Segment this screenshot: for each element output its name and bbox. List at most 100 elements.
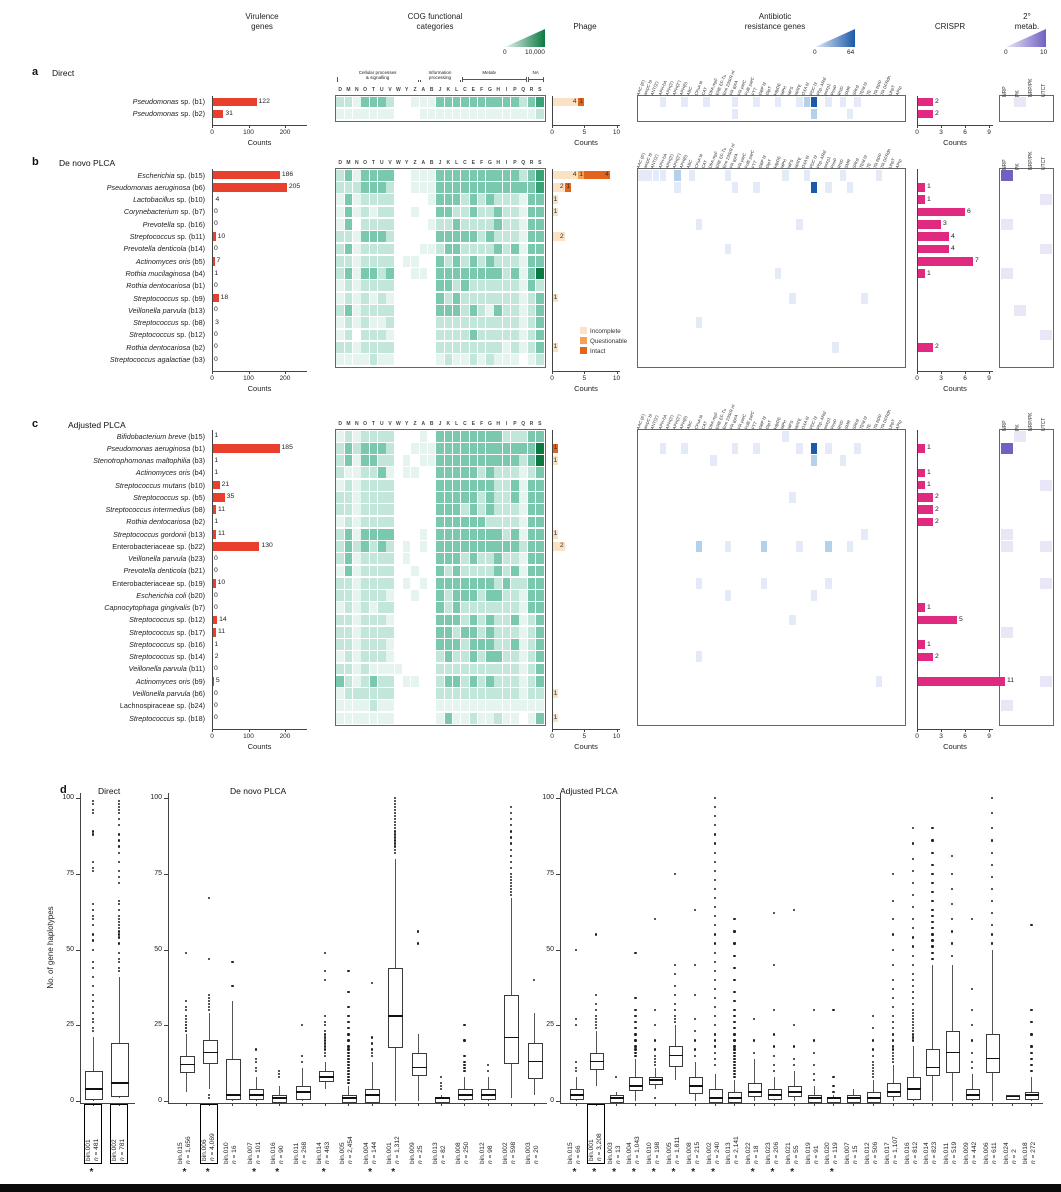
median-line [341, 1097, 357, 1099]
whisker-upper [278, 1085, 280, 1095]
cog-cell [386, 626, 394, 638]
axis-tick [965, 729, 966, 733]
median-line [225, 1094, 241, 1096]
box-x-tick [534, 1103, 535, 1106]
metab-cell [1039, 541, 1052, 552]
axis-tick-label: 5 [582, 374, 587, 382]
outlier-dot [832, 1090, 835, 1094]
outlier-dot [324, 1030, 327, 1033]
cog-column-letter: A [421, 421, 426, 427]
cog-cell [436, 317, 444, 329]
cog-column-letter: N [354, 421, 359, 427]
cog-cell [452, 700, 461, 712]
axis-tick-label: 0 [550, 374, 554, 382]
bin-label: bin.005 n = 2,454 [339, 1110, 355, 1164]
phage-legend-questionable: Questionable [580, 337, 627, 345]
box-x-tick [774, 1103, 775, 1106]
cog-cell [436, 590, 444, 601]
metab-column-label: NRP [1002, 420, 1008, 431]
cog-cell [444, 626, 453, 638]
whisker-upper [441, 1094, 443, 1098]
bin-id: bin.007 [844, 1142, 852, 1164]
cog-cell [519, 206, 527, 218]
arg-cell [810, 442, 818, 454]
cog-cell [353, 268, 361, 279]
cog-cell [527, 292, 536, 304]
outlier-dot [674, 1009, 677, 1012]
bin-n: n = 16 [231, 1145, 239, 1164]
cog-cell [427, 182, 436, 193]
outlier-dot [891, 1051, 894, 1054]
cog-cell [386, 590, 394, 601]
outlier-dot [891, 1006, 894, 1009]
cog-cell [461, 341, 469, 353]
virulence-value: 0 [214, 554, 218, 562]
arg-cell [695, 218, 703, 230]
whisker-lower [595, 1067, 597, 1086]
cog-cell [452, 651, 461, 663]
bin-n: n = 206 [773, 1141, 780, 1164]
arg-cell [659, 442, 667, 454]
arg-cell [789, 492, 796, 503]
whisker-upper [302, 1067, 303, 1086]
cog-cell [344, 243, 353, 255]
axis-counts-label: Counts [943, 742, 967, 752]
cog-cell [336, 430, 344, 442]
box-y-tick [76, 873, 80, 875]
outlier-dot [208, 1093, 211, 1097]
arg-cell [789, 292, 796, 304]
axis-tick-label: 0 [210, 374, 214, 382]
outlier-dot [911, 1030, 914, 1033]
box-y-tick [76, 949, 80, 951]
bin-n: n = 3,208 [595, 1133, 603, 1161]
arg-cell [774, 96, 782, 108]
heatmap-border [335, 429, 546, 727]
virulence-value: 18 [220, 294, 229, 302]
species-name-italic: Streptococcus [129, 232, 176, 242]
outlier-dot [92, 918, 95, 921]
cog-cell [461, 479, 469, 491]
axis-vline [552, 430, 553, 730]
phage-bar-segment [584, 170, 611, 180]
bin-id: bin.021 [784, 1142, 792, 1164]
cog-cell [353, 96, 361, 108]
cog-cell [344, 663, 353, 675]
cog-cell [336, 455, 344, 467]
species-label: Actinomyces oris (b9) [28, 677, 205, 686]
box-x-tick [833, 1103, 835, 1106]
cog-cell [361, 255, 369, 267]
whisker-upper [325, 1061, 327, 1071]
cog-cell [519, 626, 527, 638]
box-x-tick [93, 1103, 94, 1106]
cog-cell [353, 565, 361, 577]
phage-value: 2 [559, 183, 564, 191]
outlier-dot [185, 1000, 188, 1003]
metab-cell [1000, 442, 1013, 454]
box [85, 1070, 103, 1100]
species-name-roman: sp. (b9) [178, 293, 205, 303]
cog-column-letter: V [388, 421, 392, 427]
virulence-value: 21 [221, 481, 230, 489]
outlier-dot [891, 1045, 894, 1048]
cog-cell [494, 675, 502, 687]
axis-hline [212, 729, 307, 731]
outlier-dot [693, 1048, 696, 1051]
arg-cell [681, 442, 688, 454]
cog-cell [519, 504, 527, 516]
bin-id: bin.012 [864, 1142, 871, 1164]
cog-cell [502, 455, 511, 467]
whisker-upper [635, 1058, 637, 1077]
outlier-dot [347, 1078, 350, 1081]
cog-cell [336, 553, 344, 565]
arg-cell [774, 268, 782, 279]
outlier-dot [509, 875, 512, 878]
species-name-roman: (b4) [190, 468, 205, 478]
cog-cell [386, 280, 394, 292]
bin-n: n = 781 [119, 1138, 126, 1161]
outlier-dot [277, 1069, 280, 1072]
bin-id: bin.014 [316, 1142, 324, 1164]
outlier-dot [463, 1024, 466, 1027]
cog-cell [378, 442, 386, 454]
axis-tick-label: 0 [915, 129, 919, 136]
box-x-tick [348, 1103, 350, 1106]
